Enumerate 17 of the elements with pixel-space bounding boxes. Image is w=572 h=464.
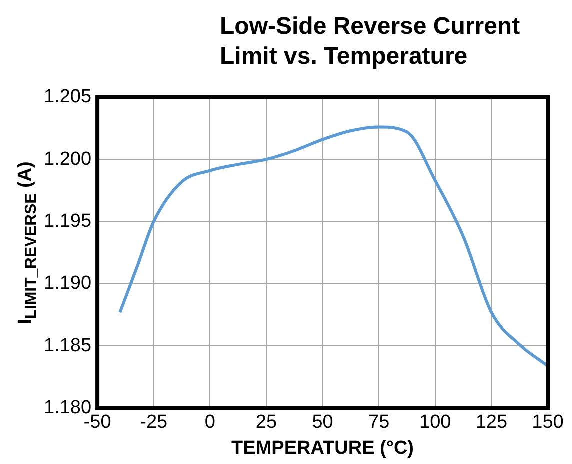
- y-tick-label: 1.195: [44, 211, 92, 232]
- x-tick-label: 50: [312, 412, 334, 434]
- chart-title: Low-Side Reverse Current Limit vs. Temperature: [220, 12, 522, 72]
- x-tick-label: 75: [368, 412, 390, 434]
- x-tick-label: -25: [140, 412, 168, 434]
- y-tick-label: 1.205: [44, 86, 92, 108]
- x-tick-label: 150: [532, 412, 564, 434]
- x-tick-label: 100: [420, 412, 452, 434]
- y-tick-label: 1.180: [44, 398, 92, 419]
- line-series: [118, 126, 548, 368]
- y-tick-label: 1.185: [44, 335, 92, 356]
- x-tick-label: 25: [256, 412, 278, 434]
- x-tick-label: 0: [204, 412, 216, 434]
- x-tick-label: 125: [476, 412, 508, 434]
- x-axis-title: TEMPERATURE (°C): [232, 438, 414, 459]
- y-tick-label: 1.190: [44, 273, 92, 294]
- y-tick-label: 1.200: [44, 148, 92, 170]
